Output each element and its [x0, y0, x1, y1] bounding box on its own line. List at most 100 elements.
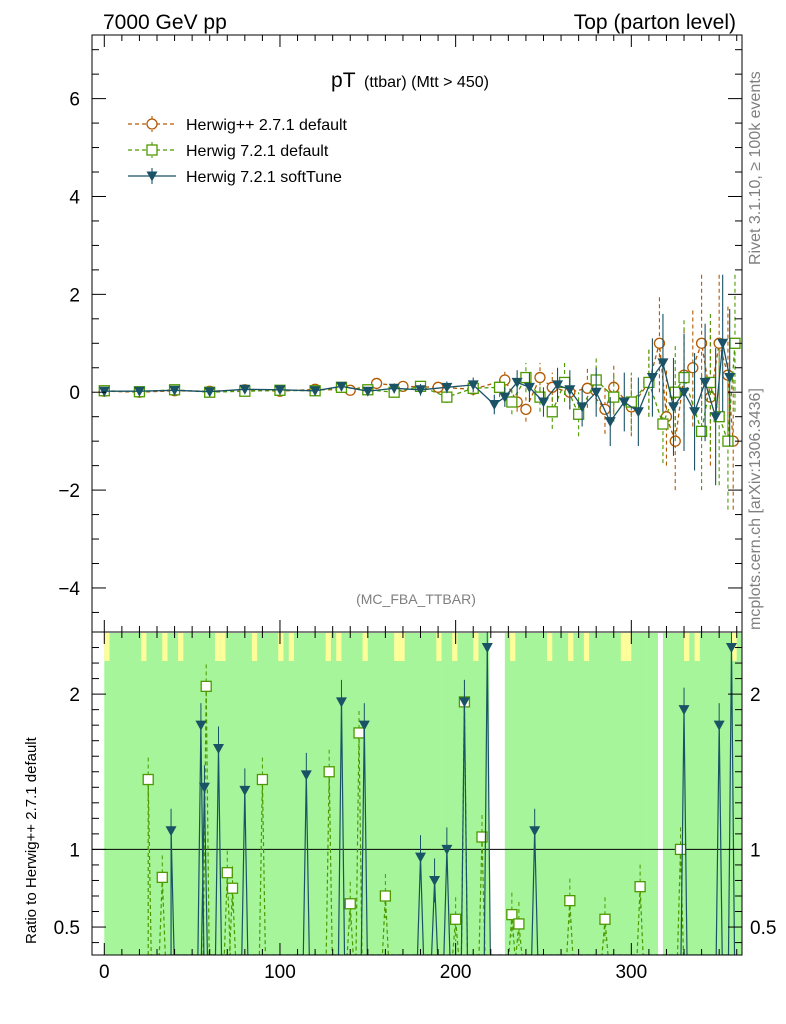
ratio-band-segment-upper: [510, 633, 516, 661]
ratio-data-point: [323, 766, 335, 778]
ratio-band-segment: [204, 633, 211, 955]
ratio-data-point: [226, 882, 239, 894]
ratio-band-segment: [315, 633, 321, 955]
ratio-band-segment: [336, 633, 342, 955]
ratio-band-segment: [157, 633, 163, 955]
ratio-band-segment: [552, 633, 558, 955]
ratio-band-segment: [288, 633, 295, 955]
legend-label: Herwig 7.2.1 default: [186, 143, 329, 160]
ratio-band-segment-upper: [362, 633, 369, 661]
ratio-band-segment: [452, 633, 458, 955]
ratio-y-tick-label-left: 0.5: [54, 918, 80, 939]
data-point: [388, 383, 400, 394]
ratio-band-segment-upper: [141, 633, 147, 661]
data-point: [564, 385, 576, 396]
data-point: [572, 408, 585, 420]
ratio-band-segment: [172, 633, 179, 955]
data-point: [618, 397, 630, 408]
ratio-band-segment-upper: [583, 633, 590, 661]
ratio-band-segment-upper: [288, 633, 295, 661]
ratio-data-point: [353, 727, 365, 739]
ratio-band-segment-upper: [568, 633, 574, 661]
ratio-band-segment: [352, 633, 358, 955]
ratio-band-segment: [515, 633, 521, 955]
ratio-band-segment: [510, 633, 516, 955]
ratio-band-segment: [409, 633, 416, 955]
ratio-band-segment: [420, 633, 427, 955]
data-point: [441, 391, 453, 403]
ratio-data-point: [379, 890, 392, 902]
ratio-band-segment-upper: [162, 633, 168, 661]
ratio-data-point: [725, 643, 737, 654]
ratio-plot-frame: [91, 631, 743, 956]
ratio-band-segment: [299, 633, 305, 955]
ratio-band-segment: [415, 633, 421, 955]
x-tick-label: 200: [440, 962, 472, 983]
ratio-band-segment: [135, 633, 142, 955]
ratio-band-segment-upper: [251, 633, 258, 661]
ratio-band-segment: [283, 633, 290, 955]
ratio-band-segment: [304, 633, 311, 955]
ratio-band-segment: [330, 633, 337, 955]
ratio-data-point: [476, 831, 488, 843]
ratio-data-point: [599, 913, 611, 925]
ratio-data-point: [513, 918, 525, 930]
ratio-band-segment: [520, 633, 527, 955]
data-point: [695, 425, 708, 438]
ratio-band-segment: [699, 633, 706, 955]
ratio-band-segment: [599, 633, 606, 955]
ratio-band-segment-upper: [394, 633, 400, 661]
data-point: [604, 417, 616, 428]
data-point: [687, 362, 699, 374]
ratio-band-segment: [446, 633, 453, 955]
ratio-band-segment: [710, 633, 716, 955]
data-point: [667, 402, 679, 413]
ratio-band-segment: [441, 633, 448, 955]
ratio-band-segment: [467, 633, 474, 955]
data-point: [511, 377, 523, 388]
ratio-data-point: [634, 881, 646, 893]
ratio-band-segment: [483, 633, 490, 955]
ratio-band-segment: [636, 633, 643, 955]
legend-marker: [146, 118, 158, 130]
ratio-band-segment: [220, 633, 226, 955]
main-y-tick-label: −2: [58, 481, 80, 502]
legend-marker: [146, 171, 158, 182]
ratio-band-segment: [531, 633, 537, 955]
ratio-band-segment: [378, 633, 384, 955]
ratio-data-point: [564, 894, 576, 907]
data-point: [699, 377, 711, 388]
data-point: [669, 386, 681, 398]
ratio-data-point: [449, 913, 462, 925]
ratio-data-point: [529, 826, 541, 837]
data-point: [506, 396, 518, 408]
ratio-band-segment-upper: [436, 633, 442, 661]
main-y-tick-label: −4: [58, 579, 80, 600]
ratio-band-segment: [431, 633, 437, 955]
ratio-band-segment: [736, 633, 742, 955]
data-point: [646, 373, 658, 384]
ratio-band-segment-upper: [399, 633, 406, 661]
ratio-band-segment-upper: [336, 633, 342, 661]
ratio-band-segment: [525, 633, 532, 955]
ratio-data-point: [678, 705, 690, 716]
ratio-band-segment: [272, 633, 279, 955]
energy-label: 7000 GeV pp: [103, 11, 227, 34]
data-point: [724, 373, 736, 384]
ratio-band-segment-upper: [178, 633, 184, 661]
ratio-band-segment: [557, 633, 564, 955]
ratio-band-segment: [188, 633, 195, 955]
ratio-band-segment: [436, 633, 442, 955]
ratio-band-segment: [251, 633, 258, 955]
data-point: [523, 382, 535, 393]
ratio-band-segment: [583, 633, 590, 955]
ratio-band-segment: [383, 633, 390, 955]
data-point: [520, 403, 532, 415]
data-point: [204, 387, 216, 398]
ratio-y-tick-label-left: 2: [69, 685, 80, 706]
ratio-band-segment: [425, 633, 432, 955]
data-point: [657, 418, 669, 430]
ratio-band-segment: [320, 633, 326, 955]
ratio-y-tick-label-right: 2: [750, 685, 761, 706]
